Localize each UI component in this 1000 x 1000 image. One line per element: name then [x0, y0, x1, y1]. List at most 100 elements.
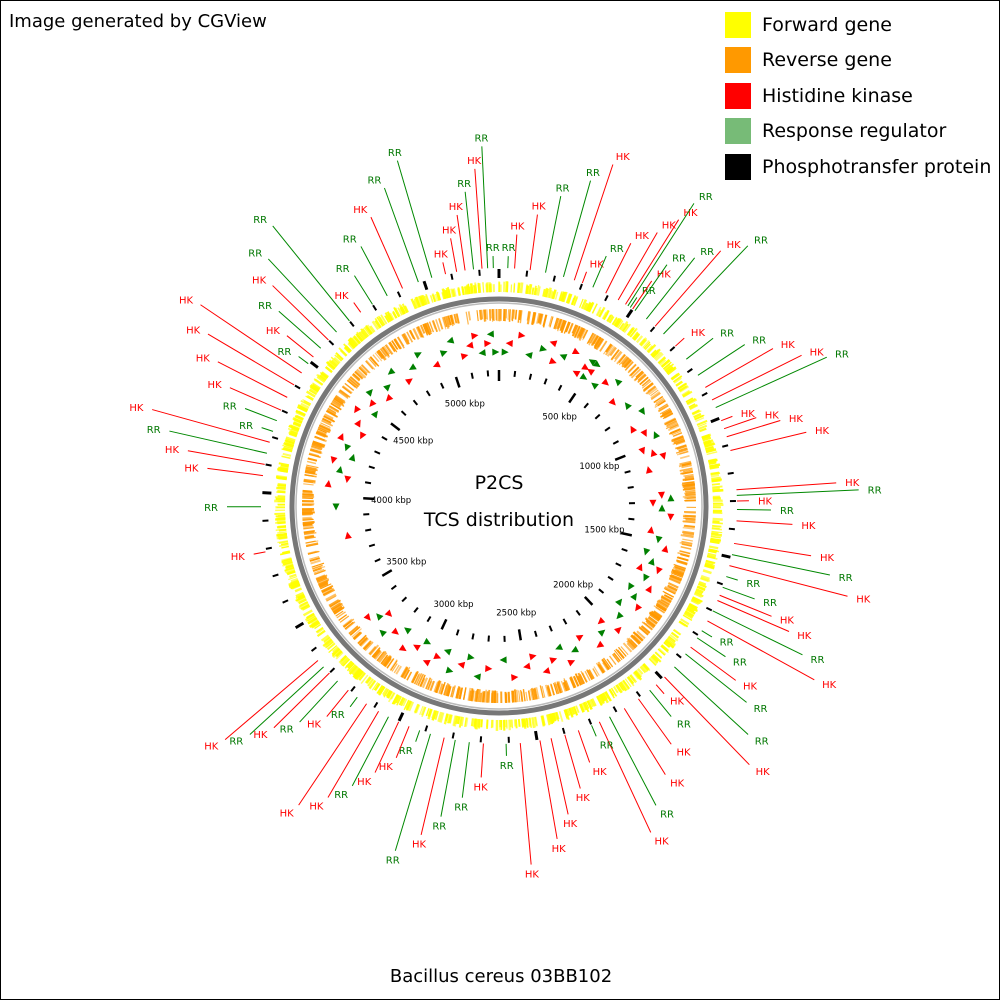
reverse-gene-mark: [681, 481, 695, 485]
inner-tick: [440, 382, 445, 389]
callout-line: [729, 565, 848, 597]
callout-label: HK: [442, 225, 457, 236]
forward-gene-mark: [700, 577, 709, 583]
reverse-gene-mark: [684, 524, 696, 528]
forward-gene-mark: [652, 653, 662, 663]
forward-gene-mark: [288, 430, 298, 436]
forward-gene-mark: [387, 314, 393, 322]
forward-gene-mark: [640, 339, 647, 347]
reverse-gene-mark: [393, 664, 400, 674]
ruler-label: 5000 kbp: [445, 400, 485, 410]
backbone-ring: [289, 296, 709, 716]
reverse-gene-mark: [305, 468, 317, 473]
reverse-gene-mark: [678, 462, 692, 468]
callout-label: HK: [789, 414, 804, 425]
reverse-gene-mark: [377, 650, 387, 662]
outer-tick: [422, 280, 429, 291]
forward-gene-mark: [349, 337, 358, 347]
forward-gene-mark: [470, 718, 475, 727]
forward-gene-mark: [657, 356, 667, 365]
histidine-kinase-marker: [572, 370, 581, 378]
forward-gene-mark: [457, 288, 460, 296]
reverse-gene-mark: [586, 669, 593, 680]
reverse-gene-mark: [455, 687, 460, 699]
response-regulator-marker: [499, 656, 507, 664]
reverse-gene-mark: [471, 690, 475, 702]
reverse-gene-mark: [402, 666, 411, 679]
histidine-kinase-marker: [405, 378, 413, 386]
reverse-gene-mark: [528, 689, 532, 701]
response-regulator-marker: [638, 407, 645, 415]
callout-label: RR: [746, 579, 760, 590]
callout-line: [722, 586, 755, 600]
forward-gene-mark: [288, 575, 298, 581]
response-regulator-marker: [579, 372, 588, 380]
forward-gene-mark: [566, 708, 571, 716]
reverse-gene-mark: [442, 316, 448, 328]
forward-gene-mark: [480, 719, 483, 728]
callout-label: RR: [556, 183, 570, 194]
outer-tick: [271, 436, 279, 440]
forward-gene-mark: [331, 359, 339, 367]
reverse-gene-mark: [673, 438, 685, 445]
reverse-gene-mark: [342, 618, 353, 627]
forward-gene-mark: [305, 395, 314, 401]
callout-label: RR: [600, 741, 614, 752]
reverse-gene-mark: [332, 399, 345, 408]
reverse-gene-mark: [338, 614, 348, 621]
forward-gene-mark: [635, 335, 644, 344]
response-regulator-marker: [588, 359, 597, 366]
response-regulator-marker: [408, 363, 417, 371]
reverse-gene-mark: [610, 349, 620, 360]
forward-gene-mark: [435, 711, 439, 721]
forward-gene-mark: [311, 619, 319, 625]
ruler-label: 3000 kbp: [433, 600, 473, 610]
forward-gene-mark: [277, 468, 288, 472]
reverse-gene-mark: [511, 690, 515, 703]
forward-gene-mark: [551, 289, 557, 300]
forward-gene-mark: [285, 436, 296, 442]
reverse-gene-mark: [675, 440, 686, 446]
reverse-gene-mark: [477, 689, 481, 703]
reverse-gene-mark: [343, 618, 355, 628]
histidine-kinase-marker: [645, 585, 652, 594]
forward-gene-mark: [295, 591, 304, 598]
reverse-gene-mark: [532, 688, 537, 700]
reverse-gene-mark: [447, 315, 452, 326]
forward-gene-mark: [617, 320, 624, 329]
reverse-gene-mark: [334, 395, 346, 404]
reverse-gene-mark: [660, 598, 671, 606]
forward-gene-mark: [643, 341, 651, 349]
reverse-gene-mark: [650, 392, 661, 401]
center-subtitle: TCS distribution: [423, 509, 574, 531]
reverse-gene-mark: [679, 455, 690, 460]
reverse-gene-mark: [648, 387, 658, 396]
callout-line: [711, 354, 802, 401]
forward-gene-mark: [705, 560, 714, 566]
reverse-gene-mark: [332, 399, 342, 406]
response-regulator-marker: [592, 360, 601, 368]
forward-gene-mark: [277, 469, 288, 473]
callout-label: RR: [754, 704, 768, 715]
callout-line: [370, 216, 403, 289]
reverse-gene-mark: [548, 316, 553, 327]
reverse-gene-mark: [372, 648, 380, 658]
callout-line: [420, 737, 445, 836]
reverse-gene-mark: [668, 428, 681, 435]
reverse-gene-mark: [384, 657, 392, 668]
reverse-gene-mark: [446, 686, 451, 697]
callout-line: [736, 520, 793, 525]
callout-line: [701, 630, 713, 638]
callout-label: HK: [756, 767, 771, 778]
response-regulator-marker: [647, 557, 655, 566]
reverse-gene-mark: [348, 625, 359, 635]
forward-gene-mark: [282, 560, 293, 566]
forward-gene-mark: [282, 452, 292, 457]
callout-line: [712, 610, 803, 656]
reverse-gene-mark: [360, 364, 370, 374]
forward-gene-mark: [356, 334, 364, 343]
callout-label: HK: [593, 767, 608, 778]
reverse-gene-mark: [474, 690, 477, 702]
reverse-gene-mark: [329, 599, 341, 608]
forward-gene-mark: [378, 686, 385, 696]
